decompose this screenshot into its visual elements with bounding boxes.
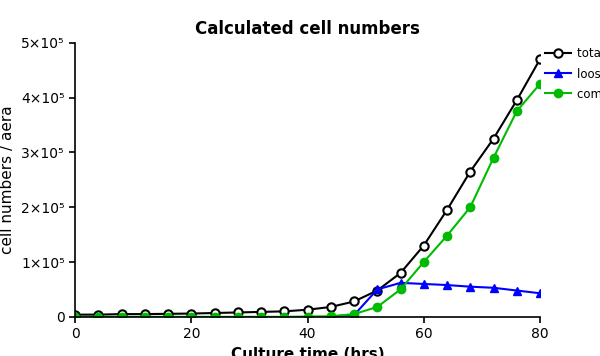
loose colony cell numbers	[327, 314, 334, 318]
total numbers of undifferentiated cells	[397, 271, 404, 275]
loose colony cell numbers	[350, 313, 358, 317]
total numbers of undifferentiated cells	[141, 312, 148, 316]
total numbers of undifferentiated cells	[118, 312, 125, 316]
total numbers of undifferentiated cells	[95, 313, 102, 317]
total numbers of undifferentiated cells	[350, 299, 358, 304]
Line: loose colony cell numbers: loose colony cell numbers	[326, 279, 544, 320]
compact colony cell numbers	[327, 314, 334, 318]
compact colony cell numbers	[257, 315, 265, 319]
compact colony cell numbers	[420, 260, 427, 264]
Title: Calculated cell numbers: Calculated cell numbers	[195, 20, 420, 38]
total numbers of undifferentiated cells	[327, 305, 334, 309]
compact colony cell numbers	[71, 315, 79, 319]
loose colony cell numbers	[490, 286, 497, 290]
compact colony cell numbers	[513, 109, 520, 114]
total numbers of undifferentiated cells	[536, 57, 544, 61]
Line: total numbers of undifferentiated cells: total numbers of undifferentiated cells	[71, 55, 544, 319]
compact colony cell numbers	[374, 305, 381, 309]
Line: compact colony cell numbers: compact colony cell numbers	[71, 80, 544, 321]
compact colony cell numbers	[467, 205, 474, 209]
total numbers of undifferentiated cells	[304, 308, 311, 312]
loose colony cell numbers	[420, 282, 427, 286]
compact colony cell numbers	[188, 315, 195, 319]
compact colony cell numbers	[141, 315, 148, 319]
total numbers of undifferentiated cells	[374, 288, 381, 293]
total numbers of undifferentiated cells	[211, 311, 218, 315]
compact colony cell numbers	[95, 315, 102, 319]
compact colony cell numbers	[281, 315, 288, 319]
total numbers of undifferentiated cells	[467, 169, 474, 174]
compact colony cell numbers	[490, 156, 497, 160]
compact colony cell numbers	[304, 314, 311, 319]
compact colony cell numbers	[234, 315, 241, 319]
total numbers of undifferentiated cells	[513, 98, 520, 103]
total numbers of undifferentiated cells	[164, 312, 172, 316]
total numbers of undifferentiated cells	[234, 310, 241, 315]
X-axis label: Culture time (hrs): Culture time (hrs)	[230, 347, 385, 356]
compact colony cell numbers	[350, 312, 358, 316]
total numbers of undifferentiated cells	[443, 208, 451, 212]
loose colony cell numbers	[536, 291, 544, 295]
Y-axis label: cell numbers / aera: cell numbers / aera	[1, 105, 16, 254]
compact colony cell numbers	[443, 234, 451, 238]
loose colony cell numbers	[513, 288, 520, 293]
compact colony cell numbers	[397, 287, 404, 292]
total numbers of undifferentiated cells	[281, 309, 288, 314]
total numbers of undifferentiated cells	[71, 313, 79, 317]
loose colony cell numbers	[443, 283, 451, 287]
Legend: total numbers of undifferentiated cells, loose colony cell numbers, compact colo: total numbers of undifferentiated cells,…	[540, 43, 600, 105]
compact colony cell numbers	[118, 315, 125, 319]
loose colony cell numbers	[467, 284, 474, 289]
total numbers of undifferentiated cells	[257, 310, 265, 314]
total numbers of undifferentiated cells	[188, 312, 195, 316]
loose colony cell numbers	[374, 287, 381, 292]
compact colony cell numbers	[211, 315, 218, 319]
total numbers of undifferentiated cells	[490, 137, 497, 141]
loose colony cell numbers	[397, 281, 404, 285]
compact colony cell numbers	[536, 82, 544, 86]
compact colony cell numbers	[164, 315, 172, 319]
total numbers of undifferentiated cells	[420, 244, 427, 248]
